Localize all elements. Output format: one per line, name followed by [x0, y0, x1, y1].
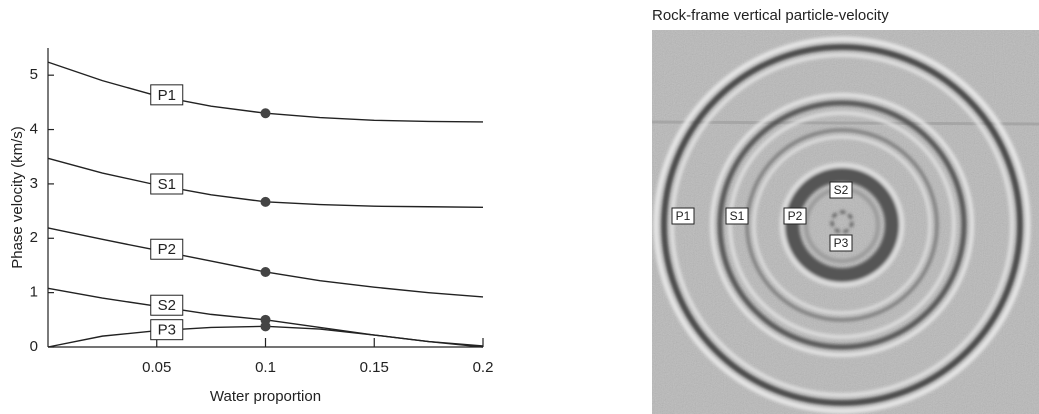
series-label: S1	[158, 176, 176, 193]
x-tick-label: 0.05	[142, 359, 171, 376]
y-tick-label: 0	[30, 338, 38, 355]
series-label: P1	[158, 87, 176, 104]
y-tick-label: 5	[30, 66, 38, 83]
wave-label: S1	[730, 209, 745, 223]
page: {"chart_data": {"type": "line", "x_label…	[0, 0, 1039, 414]
wave-label: P3	[834, 236, 849, 250]
y-tick-label: 3	[30, 175, 38, 192]
wavefield-image	[652, 30, 1039, 414]
x-tick-label: 0.2	[473, 359, 494, 376]
series-label: P2	[158, 241, 176, 258]
x-axis-label: Water proportion	[210, 388, 321, 405]
series-label: P2	[151, 239, 183, 259]
highlight-point	[261, 267, 271, 277]
series-label: S1	[151, 174, 183, 194]
series-label: S2	[158, 297, 176, 314]
wave-label: S2	[834, 183, 849, 197]
y-tick-label: 2	[30, 229, 38, 246]
x-tick-label: 0.15	[360, 359, 389, 376]
x-tick-label: 0.1	[255, 359, 276, 376]
series-label: P3	[151, 320, 183, 340]
y-axis-label: Phase velocity (km/s)	[9, 126, 26, 269]
highlight-point	[261, 108, 271, 118]
y-tick-label: 1	[30, 284, 38, 301]
highlight-point	[261, 197, 271, 207]
wave-label: P1	[676, 209, 691, 223]
wave-label: P2	[788, 209, 803, 223]
series-label: S2	[151, 295, 183, 315]
highlight-point	[261, 321, 271, 331]
y-tick-label: 4	[30, 121, 38, 138]
series-label: P1	[151, 85, 183, 105]
curve	[48, 228, 483, 297]
series-label: P3	[158, 322, 176, 339]
panel-title: Rock-frame vertical particle-velocity	[652, 7, 889, 24]
figure: Rock-frame vertical particle-velocity P1…	[0, 0, 1039, 414]
